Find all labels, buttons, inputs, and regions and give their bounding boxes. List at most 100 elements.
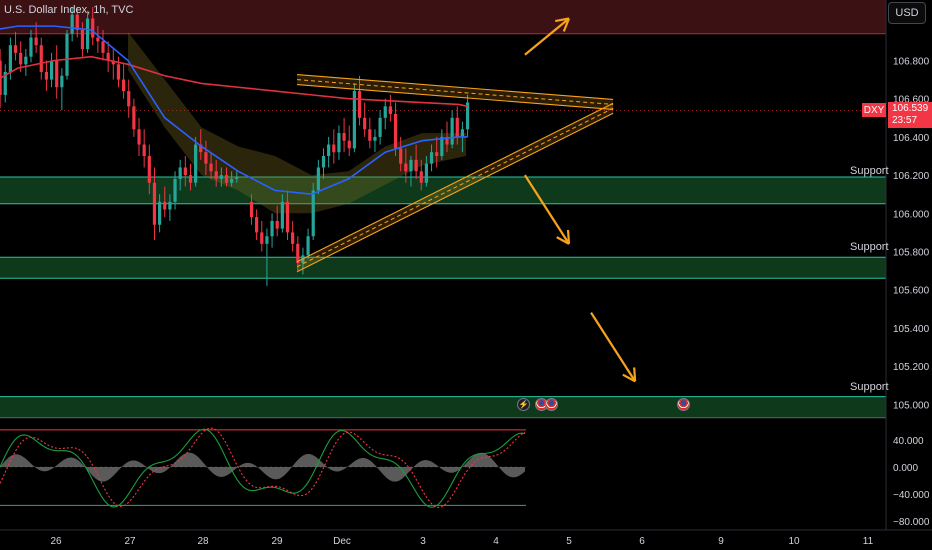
candle-body bbox=[327, 144, 331, 156]
candle-body bbox=[127, 91, 131, 107]
bar-countdown: 23:57 bbox=[892, 115, 918, 126]
ma-red-line bbox=[0, 55, 468, 108]
last-price-tag: 106.539 23:57 bbox=[888, 102, 932, 128]
moving-averages-layer bbox=[0, 25, 468, 196]
projection-arrows-layer bbox=[523, 17, 637, 383]
support-label-3: Support bbox=[850, 381, 889, 393]
us-flag-icon[interactable] bbox=[677, 398, 690, 411]
candle-body bbox=[270, 220, 274, 237]
osc-tick-label: 40.000 bbox=[893, 436, 924, 447]
osc-tick-label: −80.000 bbox=[893, 517, 930, 528]
triangle-upper-edge bbox=[297, 74, 614, 100]
candle-body bbox=[296, 243, 300, 263]
triangle-pattern-layer bbox=[296, 74, 614, 273]
osc-histogram bbox=[0, 452, 525, 482]
triangle-lower-edge bbox=[296, 112, 614, 273]
candle-body bbox=[255, 217, 259, 233]
candle-body bbox=[173, 178, 177, 202]
candle-body bbox=[291, 232, 295, 244]
projection-arrow bbox=[590, 312, 637, 382]
candle-body bbox=[209, 163, 213, 172]
us-flag-icon[interactable] bbox=[545, 398, 558, 411]
candle-body bbox=[311, 190, 315, 237]
candle-body bbox=[60, 75, 64, 88]
triangle-lower-edge bbox=[296, 102, 614, 263]
candle-body bbox=[188, 175, 193, 183]
time-tick-label: 27 bbox=[124, 536, 136, 547]
candle-body bbox=[85, 18, 90, 50]
candle-body bbox=[435, 152, 439, 156]
candle-body bbox=[445, 136, 449, 145]
candle-body bbox=[158, 201, 162, 225]
candle-body bbox=[199, 144, 203, 153]
candle-body bbox=[96, 37, 100, 42]
candle-body bbox=[19, 52, 23, 65]
last-price: 106.539 bbox=[892, 103, 929, 114]
candle-body bbox=[111, 60, 115, 65]
osc-slow-line bbox=[0, 427, 526, 508]
time-tick-label: 11 bbox=[863, 536, 874, 547]
ma-blue-line bbox=[0, 25, 468, 196]
time-tick-label: 9 bbox=[718, 536, 724, 547]
price-tick-label: 105.600 bbox=[893, 286, 930, 297]
candle-body bbox=[383, 106, 387, 118]
candle-body bbox=[24, 56, 28, 65]
candle-body bbox=[106, 52, 110, 61]
triangle-lower-center bbox=[296, 107, 614, 268]
candle-body bbox=[306, 236, 310, 256]
candle-body bbox=[13, 45, 18, 53]
candle-body bbox=[465, 102, 470, 130]
candle-body bbox=[378, 117, 382, 137]
candle-body bbox=[65, 33, 69, 76]
candle-body bbox=[280, 201, 284, 229]
time-tick-label: 10 bbox=[788, 536, 800, 547]
price-tick-label: 105.200 bbox=[893, 362, 930, 373]
currency-button[interactable]: USD bbox=[888, 2, 926, 24]
candle-body bbox=[194, 144, 198, 183]
candle-body bbox=[249, 201, 254, 218]
candle-body bbox=[455, 117, 459, 137]
candle-body bbox=[275, 220, 279, 229]
candle-body bbox=[101, 41, 105, 53]
arrow-head bbox=[555, 17, 570, 23]
candle-body bbox=[460, 129, 465, 137]
candle-body bbox=[178, 167, 182, 179]
symbol-price-tag: DXY bbox=[862, 103, 886, 117]
arrow-head bbox=[562, 18, 571, 32]
candle-body bbox=[419, 171, 423, 183]
candle-body bbox=[285, 201, 290, 233]
candle-body bbox=[388, 106, 392, 114]
candle-body bbox=[450, 117, 454, 145]
candle-body bbox=[265, 236, 269, 244]
candle-body bbox=[224, 175, 229, 183]
time-tick-label: 6 bbox=[639, 536, 645, 547]
candle-body bbox=[316, 167, 320, 191]
arrow-head bbox=[622, 373, 636, 383]
projection-arrow bbox=[523, 174, 570, 245]
time-tick-label: 4 bbox=[493, 536, 499, 547]
support-label-2: Support bbox=[850, 241, 889, 253]
candle-body bbox=[70, 14, 74, 34]
time-tick-label: 29 bbox=[271, 536, 283, 547]
price-tick-label: 106.200 bbox=[893, 171, 930, 182]
candle-body bbox=[121, 79, 126, 92]
candle-body bbox=[49, 60, 54, 80]
price-tick-label: 106.600 bbox=[893, 95, 930, 106]
candle-body bbox=[116, 64, 121, 80]
osc-tick-label: −40.000 bbox=[893, 490, 930, 501]
price-tick-label: 106.000 bbox=[893, 209, 930, 220]
time-tick-label: 3 bbox=[420, 536, 426, 547]
candle-body bbox=[363, 117, 367, 130]
lightning-icon[interactable]: ⚡ bbox=[517, 398, 530, 411]
zones-layer bbox=[0, 0, 886, 419]
price-tick-label: 106.800 bbox=[893, 57, 930, 68]
candle-body bbox=[91, 18, 95, 38]
arrow-head bbox=[556, 236, 570, 245]
candle-body bbox=[132, 106, 136, 130]
candle-body bbox=[183, 167, 187, 176]
candle-body bbox=[424, 163, 429, 183]
triangle-upper-fill bbox=[297, 74, 614, 110]
candle-body bbox=[214, 171, 218, 179]
triangle-upper-edge bbox=[297, 84, 614, 110]
